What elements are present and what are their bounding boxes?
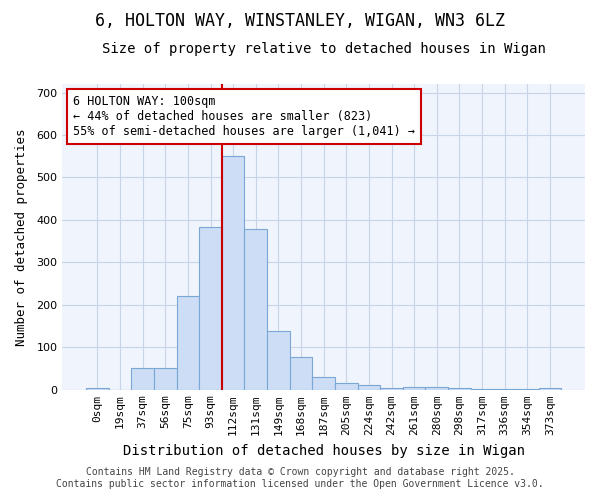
- Bar: [244, 230, 267, 390]
- Bar: [267, 331, 290, 390]
- Bar: [131, 368, 154, 390]
- Y-axis label: Number of detached properties: Number of detached properties: [15, 128, 28, 346]
- Bar: [380, 388, 403, 390]
- Bar: [176, 296, 199, 390]
- Bar: [290, 356, 313, 390]
- Bar: [154, 368, 176, 390]
- Text: 6, HOLTON WAY, WINSTANLEY, WIGAN, WN3 6LZ: 6, HOLTON WAY, WINSTANLEY, WIGAN, WN3 6L…: [95, 12, 505, 30]
- Bar: [313, 377, 335, 390]
- Bar: [199, 227, 222, 390]
- Bar: [222, 156, 244, 390]
- X-axis label: Distribution of detached houses by size in Wigan: Distribution of detached houses by size …: [122, 444, 524, 458]
- Text: Contains HM Land Registry data © Crown copyright and database right 2025.
Contai: Contains HM Land Registry data © Crown c…: [56, 468, 544, 489]
- Bar: [403, 387, 425, 390]
- Bar: [539, 388, 561, 390]
- Title: Size of property relative to detached houses in Wigan: Size of property relative to detached ho…: [102, 42, 545, 56]
- Bar: [358, 384, 380, 390]
- Bar: [448, 388, 471, 390]
- Bar: [335, 383, 358, 390]
- Bar: [425, 388, 448, 390]
- Bar: [86, 388, 109, 390]
- Text: 6 HOLTON WAY: 100sqm
← 44% of detached houses are smaller (823)
55% of semi-deta: 6 HOLTON WAY: 100sqm ← 44% of detached h…: [73, 95, 415, 138]
